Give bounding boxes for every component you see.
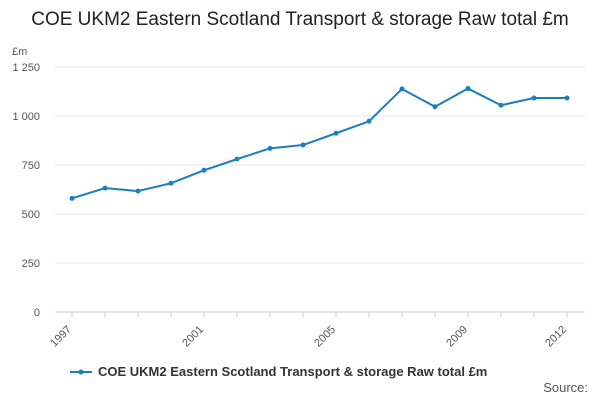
data-point xyxy=(564,95,570,101)
x-tick-label: 2005 xyxy=(312,324,338,350)
chart-title: COE UKM2 Eastern Scotland Transport & st… xyxy=(31,9,569,30)
data-point xyxy=(300,142,306,148)
data-point xyxy=(69,195,75,201)
data-point xyxy=(465,86,471,92)
legend[interactable]: COE UKM2 Eastern Scotland Transport & st… xyxy=(70,364,487,379)
data-point xyxy=(267,145,273,151)
y-tick-label: 1 250 xyxy=(12,62,40,74)
y-tick-label: 1 000 xyxy=(12,111,40,123)
gridlines xyxy=(55,66,585,313)
y-tick-label: 500 xyxy=(22,209,40,221)
y-tick-label: 0 xyxy=(34,307,40,319)
data-point xyxy=(399,86,405,92)
data-point xyxy=(333,130,339,136)
data-point xyxy=(102,185,108,191)
data-point xyxy=(168,180,174,186)
data-point xyxy=(135,188,141,194)
x-tick-label: 2001 xyxy=(180,324,206,350)
x-axis: 1997 2001 2005 2009 2012 xyxy=(48,312,569,349)
line-chart: £m 0 250 500 750 1 000 1 250 1997 2001 2005 2009 2… xyxy=(12,46,585,349)
x-tick-label: 2009 xyxy=(444,324,470,350)
legend-label: COE UKM2 Eastern Scotland Transport & st… xyxy=(98,364,488,379)
y-unit-label: £m xyxy=(12,46,27,58)
series-line xyxy=(71,87,567,200)
series-group xyxy=(69,86,570,201)
data-point xyxy=(432,104,438,110)
legend-swatch-icon xyxy=(70,369,92,374)
y-tick-label: 250 xyxy=(22,258,40,270)
x-tick-label: 1997 xyxy=(48,324,74,350)
data-point xyxy=(234,156,240,162)
y-tick-label: 750 xyxy=(22,160,40,172)
data-point xyxy=(201,167,207,173)
data-point xyxy=(498,102,504,108)
data-point xyxy=(531,95,537,101)
source-label: Source: xyxy=(543,380,588,395)
data-point xyxy=(366,118,372,124)
y-axis: £m 0 250 500 750 1 000 1 250 xyxy=(12,46,40,319)
x-tick-label: 2012 xyxy=(543,324,569,350)
